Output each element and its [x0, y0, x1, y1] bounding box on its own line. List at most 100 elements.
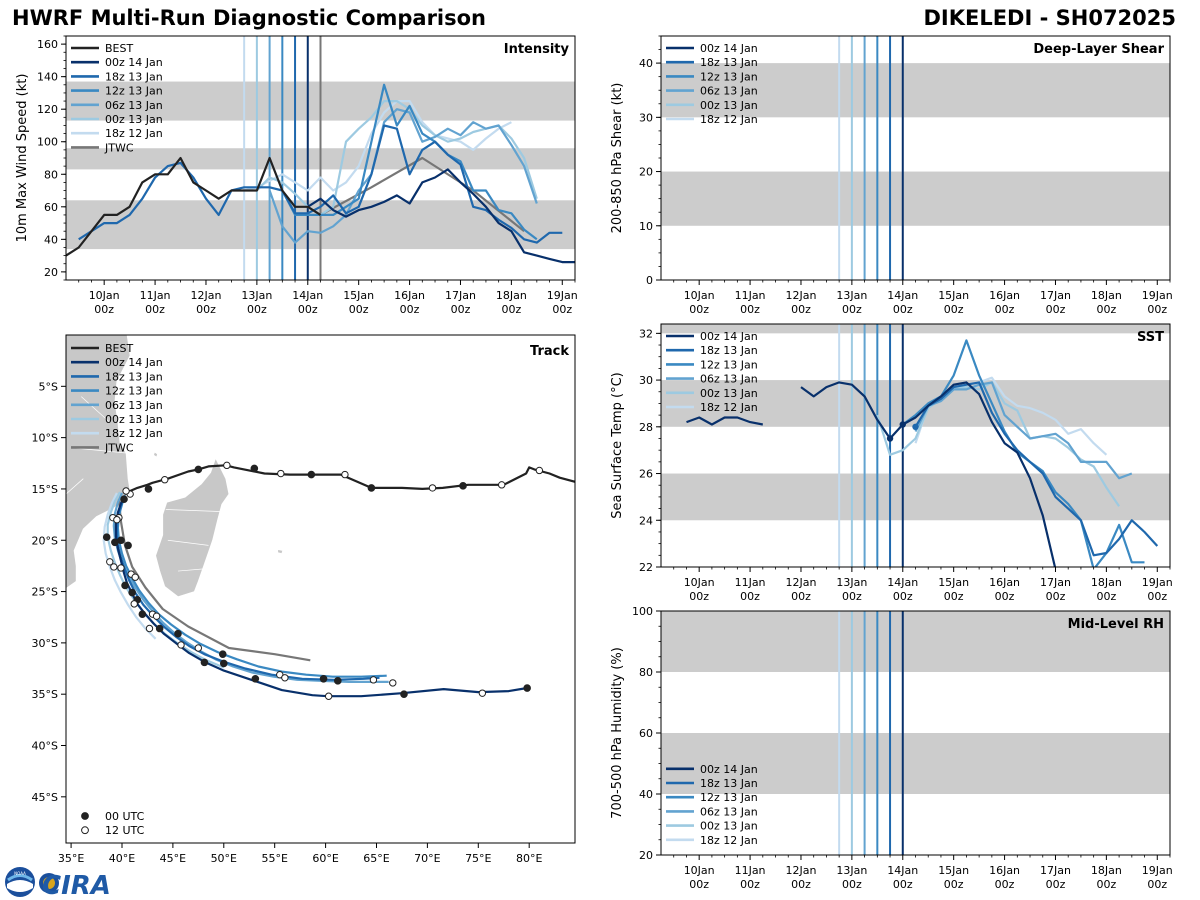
track-point-00utc: [367, 484, 376, 492]
sst-x-tick-hour: 00z: [1096, 590, 1116, 603]
track-point-12utc: [369, 676, 378, 684]
cira-logo: CIRA: [39, 871, 111, 898]
rh-x-tick-hour: 00z: [944, 878, 964, 891]
shear-y-tick-label: 0: [646, 274, 653, 287]
track-marker-legend-label: 00 UTC: [105, 810, 145, 823]
track-point-12utc: [117, 564, 125, 572]
track-x-tick-label: 45°E: [160, 852, 186, 865]
track-panel-title: Track: [530, 344, 569, 359]
shear-x-tick-day: 11Jan: [735, 289, 766, 302]
sst-y-tick-label: 28: [639, 421, 653, 434]
sst-x-tick-hour: 00z: [995, 590, 1015, 603]
track-point-00utc: [319, 674, 328, 683]
shear-x-tick-day: 10Jan: [684, 289, 715, 302]
shear-x-tick-hour: 00z: [893, 303, 913, 316]
rh-y-tick-label: 100: [632, 605, 653, 618]
rh-x-tick-hour: 00z: [1096, 878, 1116, 891]
sst-plot-area: [661, 324, 1170, 567]
intensity-x-tick-hour: 00z: [451, 303, 471, 316]
track-panel: 35°E 40°E 45°E 50°E 55°E 60°E 65°E 70°E 75°E 80°E…: [32, 334, 576, 865]
track-point-12utc: [110, 563, 118, 571]
noaa-logo-text: NOAA: [14, 871, 26, 876]
intensity-x-tick-hour: 00z: [196, 303, 216, 316]
intensity-x-tick-hour: 00z: [145, 303, 165, 316]
shear-x-tick-hour: 00z: [740, 303, 760, 316]
sst-legend-label: 00z 14 Jan: [700, 330, 758, 343]
shear-panel: 01020304010Jan00z11Jan00z12Jan00z13Jan00…: [610, 35, 1173, 316]
sst-x-tick-day: 13Jan: [836, 576, 867, 589]
intensity-series-18z-12-jan: [243, 99, 512, 192]
sst-x-tick-hour: 00z: [893, 590, 913, 603]
track-series-18z-13-jan: [115, 496, 380, 681]
track-x-tick-label: 65°E: [363, 852, 389, 865]
shear-x-tick-day: 12Jan: [785, 289, 816, 302]
track-point-12utc: [177, 641, 185, 649]
intensity-x-tick-day: 11Jan: [140, 289, 171, 302]
shear-x-tick-day: 18Jan: [1091, 289, 1122, 302]
sst-band: [661, 473, 1170, 521]
sst-panel-title: SST: [1137, 330, 1164, 345]
intensity-x-tick-hour: 00z: [501, 303, 521, 316]
track-legend-label: 06z 13 Jan: [105, 399, 163, 412]
country-border: [81, 396, 111, 423]
rh-x-tick-day: 12Jan: [785, 864, 816, 877]
rh-legend-label: 18z 13 Jan: [700, 777, 758, 790]
shear-x-tick-hour: 00z: [944, 303, 964, 316]
agency-logos: NOAA CIRA: [5, 867, 111, 898]
shear-legend-label: 06z 13 Jan: [700, 85, 758, 98]
sst-series-00z-14-jan: [800, 381, 1057, 567]
track-legend-label: JTWC: [104, 441, 134, 454]
shear-band: [661, 63, 1170, 118]
intensity-y-tick-label: 160: [37, 38, 58, 51]
track-x-tick-label: 40°E: [109, 852, 135, 865]
track-point-12utc: [341, 470, 349, 479]
track-x-tick-label: 35°E: [58, 852, 84, 865]
rh-legend-label: 00z 13 Jan: [700, 820, 758, 833]
track-plot-area: [66, 335, 575, 700]
track-point-00utc: [523, 684, 531, 692]
sst-x-tick-day: 19Jan: [1142, 576, 1173, 589]
sst-x-tick-hour: 00z: [1046, 590, 1066, 603]
track-x-tick-label: 75°E: [465, 852, 491, 865]
madagascar-land: [155, 457, 230, 598]
track-point-00utc: [128, 588, 136, 597]
track-point-12utc: [122, 487, 130, 495]
intensity-y-tick-label: 60: [44, 201, 58, 214]
rh-x-tick-hour: 00z: [791, 878, 811, 891]
rh-y-axis-label: 700-500 hPa Humidity (%): [610, 647, 625, 819]
track-point-12utc: [131, 573, 139, 581]
country-border: [177, 568, 203, 572]
intensity-panel: 2040608010012014016010Jan00z11Jan00z12Ja…: [15, 35, 578, 316]
rh-y-tick-label: 80: [639, 666, 653, 679]
track-point-12utc: [281, 674, 289, 682]
track-point-00utc: [121, 581, 129, 590]
country-border: [167, 539, 209, 546]
intensity-x-tick-hour: 00z: [247, 303, 267, 316]
intensity-y-tick-label: 40: [44, 233, 58, 246]
intensity-x-tick-hour: 00z: [552, 303, 572, 316]
intensity-legend-label: 00z 14 Jan: [105, 56, 163, 69]
track-legend-label: 00z 13 Jan: [105, 413, 163, 426]
shear-x-tick-hour: 00z: [689, 303, 709, 316]
intensity-x-tick-day: 18Jan: [496, 289, 527, 302]
intensity-x-tick-day: 17Jan: [445, 289, 476, 302]
shear-x-tick-day: 16Jan: [989, 289, 1020, 302]
shear-x-tick-day: 19Jan: [1142, 289, 1173, 302]
track-series-best: [124, 464, 575, 496]
sst-x-tick-hour: 00z: [842, 590, 862, 603]
track-marker-legend-label: 12 UTC: [105, 824, 145, 837]
shear-y-tick-label: 30: [639, 111, 653, 124]
rh-x-tick-day: 19Jan: [1142, 864, 1173, 877]
rh-legend-label: 00z 14 Jan: [700, 763, 758, 776]
sst-series-06z-13-jan: [914, 381, 1133, 480]
sst-y-tick-label: 24: [639, 514, 653, 527]
track-point-12utc: [194, 644, 203, 652]
intensity-y-tick-label: 120: [37, 103, 58, 116]
track-point-12utc: [498, 481, 506, 489]
track-point-12utc: [535, 466, 544, 475]
track-point-00utc: [459, 482, 467, 490]
track-point-12utc: [428, 484, 437, 492]
rh-x-tick-day: 10Jan: [684, 864, 715, 877]
track-y-tick-label: 40°S: [32, 740, 58, 753]
track-point-00utc: [200, 658, 209, 667]
